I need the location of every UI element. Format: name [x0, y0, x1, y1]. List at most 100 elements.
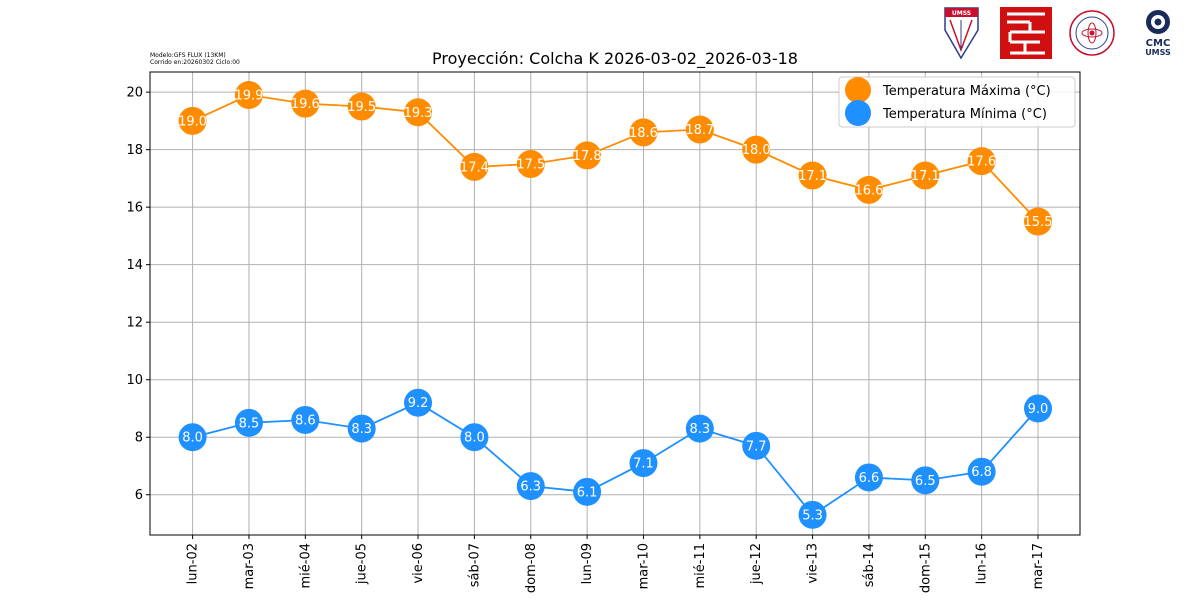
legend: Temperatura Máxima (°C) Temperatura Míni… [838, 76, 1076, 128]
data-point-min [911, 466, 940, 495]
data-point-min [404, 388, 433, 417]
cmc-umss-logo: CMC UMSS [1145, 10, 1171, 57]
y-tick-label: 6 [135, 488, 143, 503]
data-label-min: 9.2 [408, 396, 429, 411]
x-tick-label: mié-04 [298, 543, 313, 589]
data-point-min [1024, 394, 1052, 423]
data-label-max: 17.4 [460, 160, 489, 175]
data-label-max: 18.6 [629, 126, 658, 141]
data-label-max: 17.1 [798, 169, 827, 184]
series-line-min [192, 401, 1039, 517]
data-label-max: 15.5 [1024, 215, 1053, 230]
umss-shield-label: UMSS [952, 10, 971, 17]
data-point-min [798, 500, 827, 529]
data-label-min: 8.3 [689, 422, 710, 437]
data-point-max [404, 98, 433, 127]
x-tick-label: jue-12 [749, 543, 764, 585]
x-tick-label: sáb-14 [862, 543, 877, 587]
x-tick-label: lun-16 [975, 543, 990, 584]
x-tick-label: lun-02 [186, 543, 201, 584]
data-point-max [516, 150, 545, 179]
data-label-max: 18.7 [685, 123, 714, 138]
y-tick-label: 20 [126, 86, 143, 101]
cmc-umss-label: UMSS [1145, 48, 1171, 57]
x-tick-label: mié-11 [693, 543, 708, 589]
data-label-min: 8.0 [182, 431, 203, 446]
data-point-min [685, 414, 714, 443]
y-tick-label: 10 [126, 373, 143, 388]
chart-title: Proyección: Colcha K 2026-03-02_2026-03-… [432, 49, 798, 69]
data-point-min [291, 405, 320, 434]
data-point-max [460, 152, 489, 181]
data-label-min: 6.3 [520, 480, 541, 495]
data-point-max [347, 92, 376, 121]
x-tick-label: vie-13 [806, 543, 821, 584]
data-point-min [742, 431, 771, 460]
data-label-max: 17.6 [967, 155, 996, 170]
x-tick-label: jue-05 [355, 543, 370, 585]
data-point-min [516, 472, 545, 501]
legend-box [838, 76, 1076, 128]
data-label-min: 5.3 [802, 508, 823, 523]
data-label-min: 6.6 [859, 471, 880, 486]
data-point-max [742, 135, 771, 164]
x-tick-label: mar-17 [1031, 543, 1046, 589]
data-label-min: 7.7 [746, 439, 767, 454]
y-tick-label: 8 [135, 431, 143, 446]
legend-marker-min [845, 100, 871, 126]
data-point-min [178, 423, 207, 452]
data-label-min: 8.3 [351, 422, 372, 437]
data-point-max [685, 115, 714, 144]
data-label-min: 6.8 [971, 465, 992, 480]
plot-frame [149, 71, 1081, 536]
data-point-min [347, 414, 376, 443]
seal-logo [1069, 10, 1115, 56]
series-line-max [192, 94, 1039, 223]
x-tick-label: dom-08 [524, 543, 539, 593]
data-point-min [573, 477, 602, 506]
x-tick-label: sáb-07 [467, 543, 482, 587]
data-point-max [573, 141, 602, 170]
data-point-min [629, 449, 658, 478]
data-label-max: 17.8 [573, 149, 602, 164]
legend-label-max: Temperatura Máxima (°C) [882, 84, 1051, 99]
run-info: Corrido en:20260302 Ciclo:00 [150, 59, 240, 66]
y-tick-label: 12 [126, 316, 143, 331]
data-point-min [460, 423, 489, 452]
cmc-label: CMC [1146, 38, 1171, 49]
data-label-min: 8.6 [295, 413, 316, 428]
data-label-min: 6.1 [577, 485, 598, 500]
data-point-max [178, 106, 207, 135]
data-point-max [854, 175, 883, 204]
legend-label-min: Temperatura Mínima (°C) [882, 107, 1047, 122]
data-label-max: 19.9 [234, 89, 263, 104]
data-label-max: 19.3 [404, 106, 433, 121]
data-point-max [798, 161, 827, 190]
data-label-max: 19.0 [178, 114, 207, 129]
data-point-min [234, 408, 263, 437]
x-tick-label: mar-03 [242, 543, 257, 589]
data-label-min: 6.5 [915, 474, 936, 489]
engineering-faculty-logo [1000, 7, 1052, 59]
y-tick-label: 16 [126, 201, 143, 216]
data-point-min [967, 457, 996, 486]
umss-shield-logo: UMSS [944, 7, 979, 60]
data-label-max: 19.6 [291, 97, 320, 112]
data-label-max: 17.5 [516, 158, 545, 173]
data-point-min [854, 463, 883, 492]
data-label-min: 8.0 [464, 431, 485, 446]
data-point-max [1024, 207, 1052, 236]
model-info: Modelo:GFS FLUX (13KM) [150, 52, 226, 59]
data-label-max: 18.0 [742, 143, 771, 158]
data-point-max [967, 147, 996, 176]
x-tick-label: vie-06 [411, 543, 426, 584]
data-label-max: 16.6 [854, 183, 883, 198]
grid-layer [150, 72, 1080, 535]
legend-marker-max [845, 77, 871, 103]
data-label-min: 8.5 [239, 416, 260, 431]
data-point-max [629, 118, 658, 147]
x-tick-label: mar-10 [636, 543, 651, 589]
y-tick-label: 18 [126, 143, 143, 158]
data-point-max [911, 161, 940, 190]
